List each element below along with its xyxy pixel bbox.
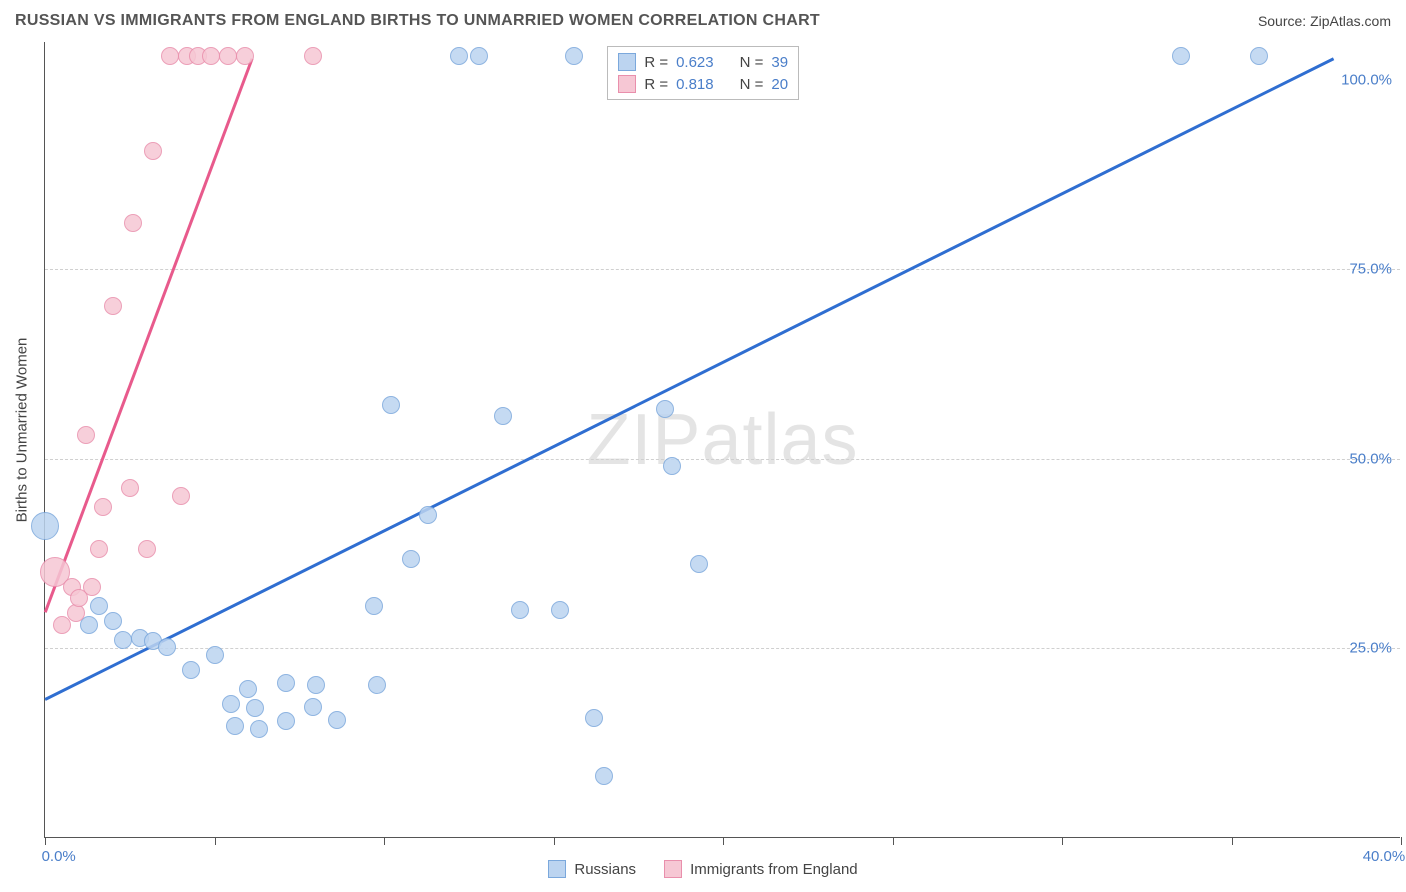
data-point (138, 540, 156, 558)
data-point (494, 407, 512, 425)
stats-row: R = 0.818 N = 20 (618, 73, 788, 95)
data-point (219, 47, 237, 65)
source-value: ZipAtlas.com (1310, 13, 1391, 29)
stat-r-value: 0.623 (676, 54, 714, 71)
data-point (1250, 47, 1268, 65)
stat-r-value: 0.818 (676, 76, 714, 93)
data-point (1172, 47, 1190, 65)
data-point (656, 400, 674, 418)
data-point (450, 47, 468, 65)
y-tick-label: 25.0% (1349, 640, 1392, 657)
legend-item: Immigrants from England (664, 860, 858, 878)
data-point (206, 646, 224, 664)
source-label: Source: ZipAtlas.com (1258, 13, 1391, 29)
legend-bottom: Russians Immigrants from England (0, 860, 1406, 878)
data-point (419, 506, 437, 524)
data-point (595, 767, 613, 785)
data-point (470, 47, 488, 65)
stat-n-label: N = (740, 54, 764, 71)
data-point (94, 498, 112, 516)
chart-title: RUSSIAN VS IMMIGRANTS FROM ENGLAND BIRTH… (15, 12, 820, 30)
data-point (277, 712, 295, 730)
x-tick-mark (1401, 837, 1402, 845)
data-point (551, 601, 569, 619)
data-point (663, 457, 681, 475)
x-tick-mark (554, 837, 555, 845)
data-point (277, 674, 295, 692)
stat-r-label: R = (644, 54, 668, 71)
stat-n-value: 20 (771, 76, 788, 93)
data-point (104, 297, 122, 315)
watermark-zip: ZIP (586, 400, 701, 480)
data-point (222, 695, 240, 713)
stats-legend: R = 0.623 N = 39 R = 0.818 N = 20 (607, 46, 799, 100)
stat-n-value: 39 (771, 54, 788, 71)
data-point (565, 47, 583, 65)
data-point (511, 601, 529, 619)
legend-item: Russians (548, 860, 636, 878)
data-point (124, 214, 142, 232)
x-tick-mark (1062, 837, 1063, 845)
y-tick-label: 50.0% (1349, 450, 1392, 467)
x-tick-mark (893, 837, 894, 845)
data-point (365, 597, 383, 615)
data-point (161, 47, 179, 65)
stat-r-label: R = (644, 76, 668, 93)
data-point (382, 396, 400, 414)
x-tick-mark (723, 837, 724, 845)
x-tick-mark (384, 837, 385, 845)
data-point (144, 142, 162, 160)
data-point (121, 479, 139, 497)
legend-swatch (548, 860, 566, 878)
data-point (104, 612, 122, 630)
data-point (114, 631, 132, 649)
x-tick-mark (45, 837, 46, 845)
data-point (239, 680, 257, 698)
chart-area: ZIPatlas 25.0%50.0%75.0%100.0%0.0%40.0%R… (44, 42, 1400, 838)
y-tick-label: 100.0% (1341, 71, 1392, 88)
data-point (304, 698, 322, 716)
y-tick-label: 75.0% (1349, 261, 1392, 278)
data-point (172, 487, 190, 505)
data-point (67, 604, 85, 622)
data-point (83, 578, 101, 596)
data-point (202, 47, 220, 65)
data-point (328, 711, 346, 729)
trend-line (44, 58, 253, 612)
data-point (182, 661, 200, 679)
data-point (402, 550, 420, 568)
data-point (304, 47, 322, 65)
data-point (307, 676, 325, 694)
source-prefix: Source: (1258, 13, 1310, 29)
title-bar: RUSSIAN VS IMMIGRANTS FROM ENGLAND BIRTH… (15, 12, 1391, 30)
legend-swatch (664, 860, 682, 878)
gridline (45, 269, 1400, 270)
data-point (690, 555, 708, 573)
stat-n-label: N = (740, 76, 764, 93)
legend-label: Immigrants from England (690, 861, 858, 878)
y-axis-label: Births to Unmarried Women (14, 338, 31, 523)
x-tick-mark (215, 837, 216, 845)
data-point (90, 540, 108, 558)
data-point (226, 717, 244, 735)
legend-swatch (618, 53, 636, 71)
chart-container: RUSSIAN VS IMMIGRANTS FROM ENGLAND BIRTH… (0, 0, 1406, 892)
data-point (246, 699, 264, 717)
data-point (368, 676, 386, 694)
data-point (31, 512, 59, 540)
legend-label: Russians (574, 861, 636, 878)
data-point (236, 47, 254, 65)
watermark-atlas: atlas (701, 400, 858, 480)
gridline (45, 648, 1400, 649)
trend-line (44, 57, 1333, 700)
legend-swatch (618, 75, 636, 93)
gridline (45, 459, 1400, 460)
x-tick-mark (1232, 837, 1233, 845)
data-point (250, 720, 268, 738)
data-point (585, 709, 603, 727)
data-point (158, 638, 176, 656)
stats-row: R = 0.623 N = 39 (618, 51, 788, 73)
data-point (90, 597, 108, 615)
data-point (77, 426, 95, 444)
